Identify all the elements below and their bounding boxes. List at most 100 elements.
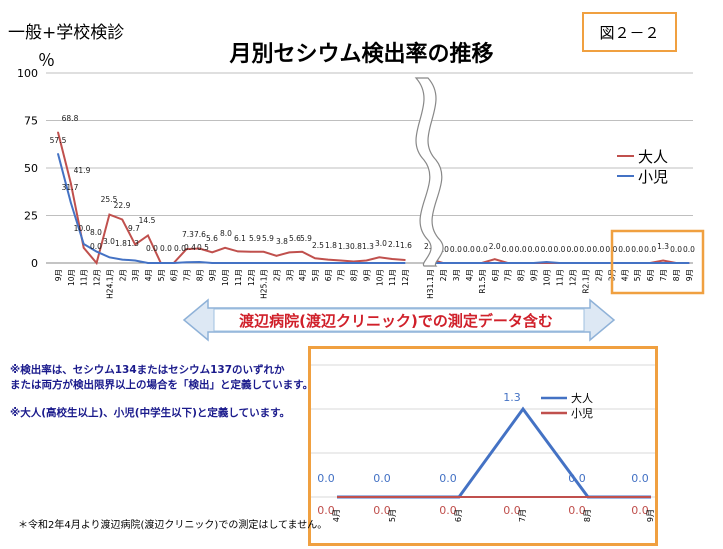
x-tick-label: 10月 <box>67 269 76 286</box>
note-line-2: または両方が検出限界以上の場合を「検出」と定義しています。 <box>10 379 314 391</box>
data-label: 0.0 <box>174 244 186 253</box>
x-tick-label: 4月 <box>298 269 307 281</box>
x-tick-label: 9月 <box>208 269 217 281</box>
chart-title: 月別セシウム検出率の推移 <box>229 42 494 67</box>
data-label: 22.9 <box>114 201 131 210</box>
data-point <box>662 259 664 262</box>
data-label: 0.0 <box>670 245 682 254</box>
x-tick-label: 6月 <box>170 269 179 281</box>
data-point <box>649 262 651 264</box>
data-label: 0.0 <box>618 245 630 254</box>
data-point <box>442 262 444 264</box>
data-point <box>327 262 329 264</box>
inset-x-tick-label: 6月 <box>454 509 463 522</box>
data-point <box>688 262 690 264</box>
inset-x-tick-label: 8月 <box>583 509 592 522</box>
data-point <box>134 243 136 246</box>
data-label: 1.3 <box>657 242 669 251</box>
data-label: 0.0 <box>502 245 514 254</box>
data-label: 2.1 <box>388 240 400 249</box>
inset-data-label: 1.3 <box>503 391 521 404</box>
y-unit-label: ％ <box>38 51 55 71</box>
data-point <box>352 262 355 264</box>
data-point <box>108 213 111 216</box>
data-point <box>160 262 162 264</box>
data-point <box>134 259 136 262</box>
data-point <box>262 262 265 264</box>
data-label: 3.8 <box>276 237 288 246</box>
data-point <box>455 262 457 264</box>
x-tick-label: 10月 <box>375 269 384 286</box>
data-label: 0.0 <box>528 245 540 254</box>
data-label: 5.9 <box>300 234 312 243</box>
data-label: 68.8 <box>62 114 79 123</box>
inset-legend-label-adult: 大人 <box>571 391 593 405</box>
x-tick-label: 9月 <box>685 269 694 281</box>
series-line-child-a <box>57 132 406 266</box>
inset-x-tick-label: 9月 <box>646 509 655 522</box>
x-tick-label: 8月 <box>195 269 204 281</box>
x-tick-label: 9月 <box>362 269 371 281</box>
data-point <box>493 262 496 264</box>
data-label: 3.0 <box>103 237 115 246</box>
data-label: 57.5 <box>50 136 67 145</box>
data-point <box>198 261 201 263</box>
inset-data-label: 0.0 <box>568 504 586 517</box>
data-point <box>262 250 265 253</box>
data-point <box>95 262 98 264</box>
data-point <box>314 257 316 260</box>
data-point <box>636 262 638 264</box>
data-label: 0.0 <box>631 245 643 254</box>
data-label: 5.6 <box>206 234 218 243</box>
data-label: 2.5 <box>312 241 324 250</box>
data-point <box>70 182 72 185</box>
note-definition: ※検出率は、セシウム134またはセシウム137のいずれか または両方が検出限界以… <box>10 363 320 393</box>
data-point <box>121 218 124 221</box>
data-point <box>623 262 626 264</box>
x-tick-label: 2月 <box>272 269 281 281</box>
data-label: 3.0 <box>375 239 387 248</box>
x-tick-label: 4月 <box>620 269 629 281</box>
x-tick-label: 2月 <box>439 269 448 281</box>
data-label: 5.9 <box>262 234 274 243</box>
axis-break <box>414 77 444 267</box>
data-point <box>468 262 470 264</box>
inset-data-label: 0.0 <box>631 472 649 485</box>
series-line-adult-a <box>57 153 405 264</box>
data-point <box>391 258 393 260</box>
legend-label-child: 小児 <box>638 168 668 186</box>
data-label: 0.0 <box>566 245 578 254</box>
data-point <box>147 262 149 264</box>
x-tick-label: H24.1月 <box>105 269 114 299</box>
highlight-box <box>610 229 705 295</box>
data-point <box>404 259 406 261</box>
data-label: 0.0 <box>476 245 488 254</box>
data-point <box>198 247 201 250</box>
data-point <box>378 256 381 259</box>
data-label: 10.0 <box>74 224 91 233</box>
data-label: 8.0 <box>220 229 232 238</box>
inset-data-label: 0.0 <box>317 472 335 485</box>
x-tick-label: 4月 <box>465 269 474 281</box>
data-point <box>662 262 664 264</box>
data-point <box>288 262 291 264</box>
data-point <box>185 248 188 250</box>
y-tick-label: 0 <box>31 257 38 270</box>
data-label: 0.4 <box>184 243 196 252</box>
data-point <box>597 262 600 264</box>
data-point <box>57 131 59 134</box>
data-point <box>506 262 509 264</box>
x-tick-label: 12月 <box>401 269 410 286</box>
x-tick-label: 7月 <box>337 269 346 281</box>
data-label: 0.0 <box>592 245 604 254</box>
data-label: 0.8 <box>350 242 362 251</box>
data-point <box>519 262 522 264</box>
data-point <box>211 262 214 264</box>
inset-x-tick-label: 7月 <box>518 509 527 522</box>
data-label: 0.5 <box>197 243 209 252</box>
data-point <box>249 262 252 264</box>
x-tick-label: 2月 <box>118 269 127 281</box>
data-point <box>352 260 355 263</box>
x-tick-label: 7月 <box>659 269 668 281</box>
data-label: 41.9 <box>74 166 91 175</box>
